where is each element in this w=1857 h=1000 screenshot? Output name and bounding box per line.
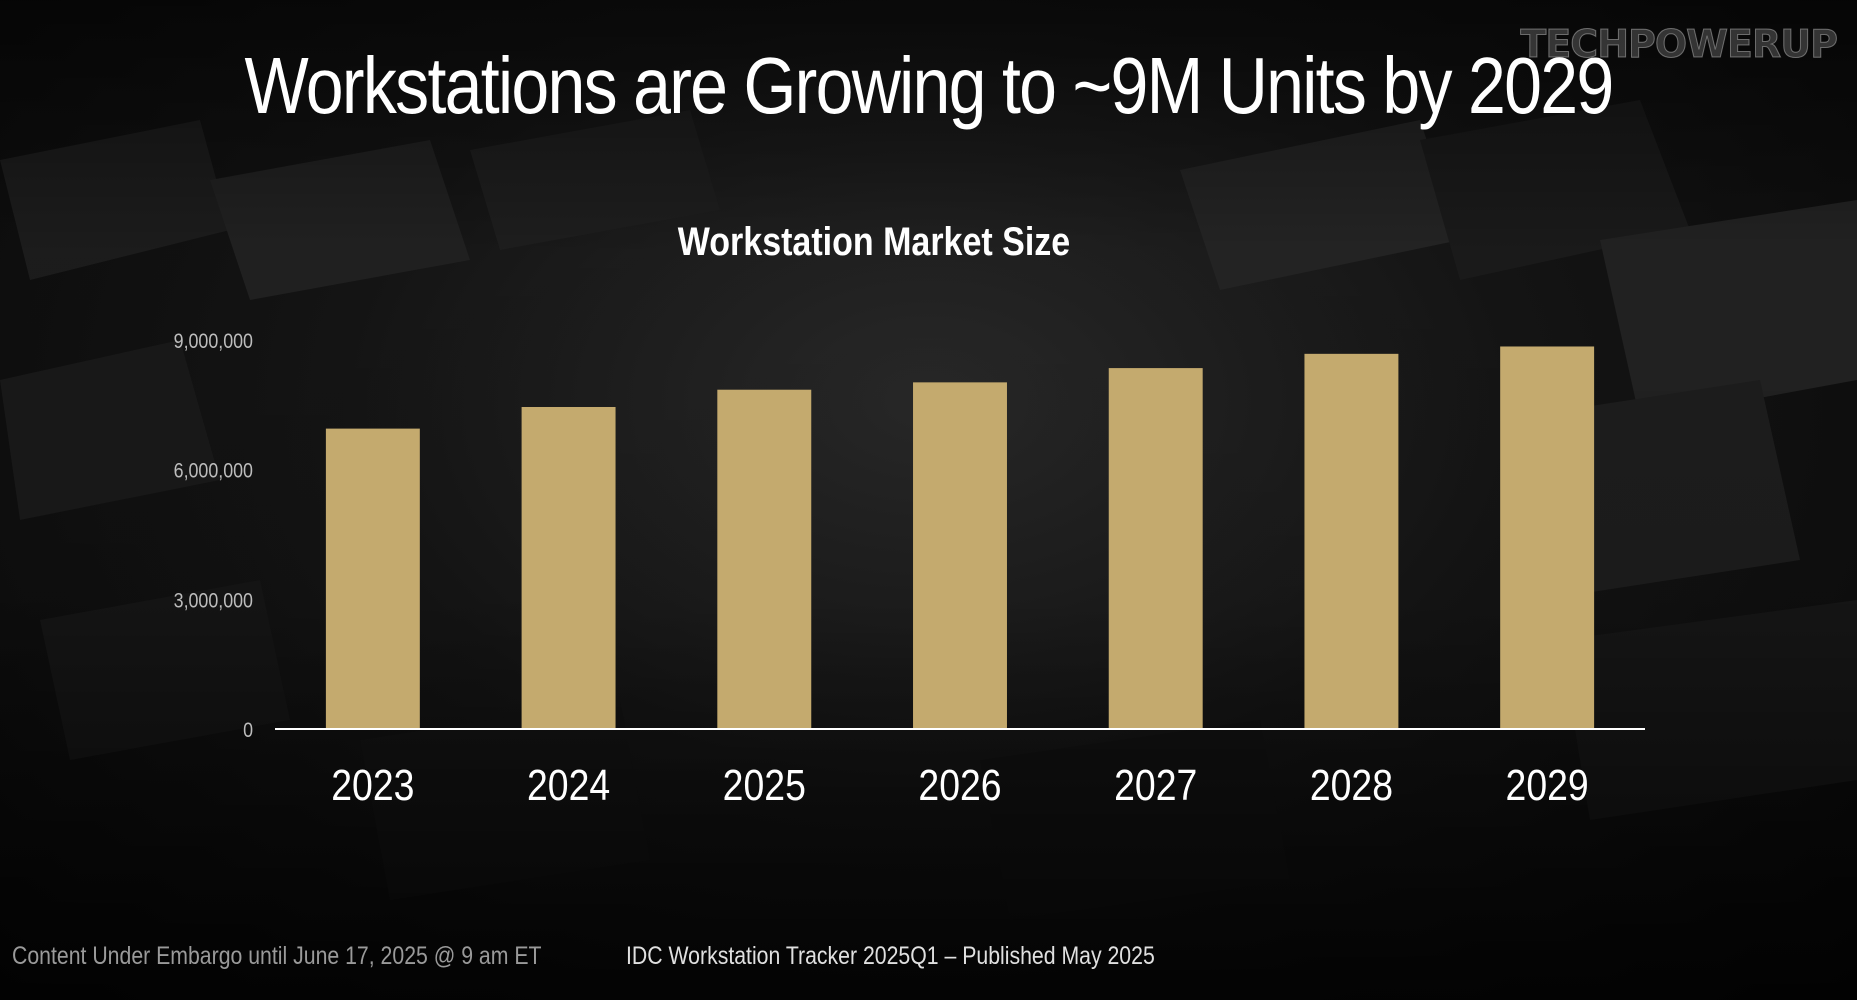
bar-2026 [913, 382, 1007, 729]
x-tick-label: 2023 [331, 760, 414, 810]
y-tick-label: 6,000,000 [174, 459, 253, 483]
x-tick-label: 2027 [1114, 760, 1197, 810]
slide-title: Workstations are Growing to ~9M Units by… [244, 41, 1615, 130]
bar-2025 [717, 389, 812, 729]
x-tick-label: 2024 [527, 760, 610, 810]
bar-2029 [1500, 346, 1595, 729]
x-tick-label: 2026 [918, 760, 1001, 810]
x-tick-label: 2029 [1506, 760, 1589, 810]
x-tick-label: 2025 [723, 760, 806, 810]
embargo-notice: Content Under Embargo until June 17, 202… [12, 942, 542, 970]
chart-title: Workstation Market Size [677, 220, 1071, 264]
techpowerup-logo: TECHPOWERUP [1520, 22, 1839, 67]
y-tick-label: 0 [243, 719, 253, 743]
y-tick-label: 3,000,000 [174, 589, 253, 613]
bar-2023 [325, 428, 420, 729]
source-note: IDC Workstation Tracker 2025Q1 – Publish… [626, 942, 1155, 970]
y-tick-label: 9,000,000 [174, 330, 253, 354]
bar-2028 [1304, 353, 1399, 729]
bar-2027 [1108, 368, 1203, 729]
bar-2024 [521, 406, 616, 729]
x-tick-label: 2028 [1310, 760, 1393, 810]
